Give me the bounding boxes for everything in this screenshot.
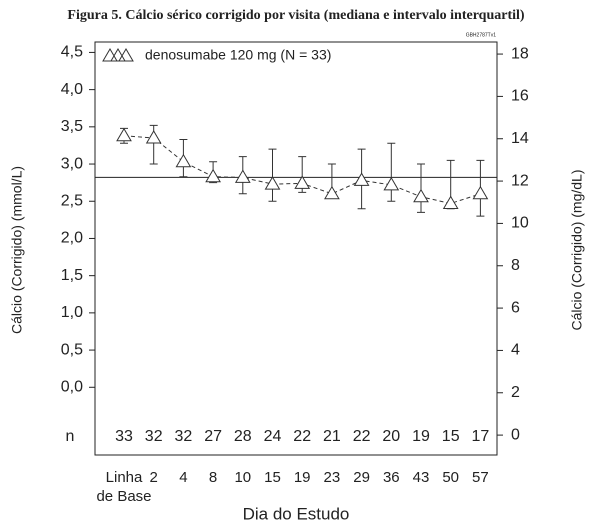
x-axis-label: Dia do Estudo bbox=[243, 504, 350, 523]
n-value: 22 bbox=[353, 428, 371, 445]
y-axis-label: Cálcio (Corrigido) (mmol/L) bbox=[9, 166, 25, 334]
n-label: n bbox=[66, 428, 75, 445]
y-tick-label: 1,5 bbox=[61, 267, 83, 284]
y-tick-label: 3,5 bbox=[61, 118, 83, 135]
data-point bbox=[145, 130, 162, 144]
n-value: 32 bbox=[175, 428, 193, 445]
x-tick-label: 57 bbox=[472, 469, 489, 486]
x-tick-label: 8 bbox=[208, 469, 218, 486]
y2-tick-label: 12 bbox=[511, 172, 529, 189]
figure-code: GBH2787Tv1 bbox=[466, 32, 497, 38]
data-point bbox=[234, 169, 251, 183]
y-tick-label: 3,0 bbox=[61, 155, 83, 172]
n-value: 27 bbox=[204, 428, 222, 445]
error-bar bbox=[417, 163, 425, 213]
y2-tick-label: 4 bbox=[511, 342, 520, 359]
data-point bbox=[264, 176, 281, 190]
x-tick-label: 19 bbox=[293, 469, 311, 486]
data-point bbox=[383, 176, 400, 191]
y-tick-label: 0,5 bbox=[61, 341, 83, 358]
n-value: 28 bbox=[234, 428, 252, 445]
data-point bbox=[116, 127, 132, 142]
plot-frame bbox=[94, 41, 498, 456]
x-tick-label: 36 bbox=[382, 469, 400, 486]
n-value: 24 bbox=[264, 428, 282, 445]
y2-tick-label: 6 bbox=[511, 299, 520, 316]
x-tick-label: 10 bbox=[234, 469, 252, 486]
data-point bbox=[413, 188, 429, 203]
data-point bbox=[442, 195, 459, 209]
x-tick-label: 29 bbox=[353, 469, 370, 486]
x-tick-label: 2 bbox=[149, 469, 158, 486]
y2-tick-label: 18 bbox=[511, 45, 529, 62]
x-tick-label: Linha de Base bbox=[96, 469, 152, 505]
x-tick-label: 50 bbox=[442, 469, 460, 486]
chart-title: Figura 5. Cálcio sérico corrigido por vi… bbox=[67, 8, 524, 23]
y2-tick-label: 14 bbox=[511, 130, 529, 147]
legend-label: denosumabe 120 mg (N = 33) bbox=[145, 47, 331, 63]
data-point bbox=[294, 175, 311, 189]
y-tick-label: 2,0 bbox=[61, 230, 83, 247]
x-tick-label: 23 bbox=[323, 469, 341, 486]
n-value: 17 bbox=[472, 428, 490, 445]
y-tick-label: 4,0 bbox=[61, 81, 83, 98]
data-point bbox=[353, 172, 370, 186]
y2-tick-label: 2 bbox=[511, 384, 520, 401]
x-tick-label: 4 bbox=[179, 469, 188, 486]
y2-tick-label: 16 bbox=[511, 88, 529, 105]
n-value: 21 bbox=[323, 428, 341, 445]
x-tick-label: 43 bbox=[412, 469, 430, 486]
y-tick-label: 2,5 bbox=[61, 192, 83, 209]
legend-symbol bbox=[110, 48, 126, 62]
y-tick-label: 0,0 bbox=[61, 379, 83, 396]
y-tick-label: 1,0 bbox=[61, 304, 83, 321]
data-point bbox=[175, 153, 192, 168]
legend-symbol bbox=[118, 48, 134, 62]
data-point bbox=[205, 168, 221, 183]
y-tick-label: 4,5 bbox=[61, 44, 83, 61]
y2-tick-label: 10 bbox=[511, 215, 529, 232]
y2-tick-label: 8 bbox=[511, 257, 520, 274]
y2-axis-label: Cálcio (Corrigido) (mg/dL) bbox=[569, 169, 585, 330]
n-value: 32 bbox=[145, 428, 163, 445]
n-value: 19 bbox=[412, 428, 430, 445]
data-point bbox=[472, 185, 489, 200]
legend-symbol bbox=[102, 48, 118, 62]
data-point bbox=[324, 185, 340, 200]
n-value: 33 bbox=[115, 428, 133, 445]
n-value: 20 bbox=[382, 428, 400, 445]
error-bar bbox=[268, 148, 277, 202]
error-bar bbox=[387, 142, 396, 202]
x-tick-label: 15 bbox=[264, 469, 281, 486]
n-value: 15 bbox=[442, 428, 460, 445]
n-value: 22 bbox=[293, 428, 311, 445]
y2-tick-label: 0 bbox=[511, 426, 520, 443]
